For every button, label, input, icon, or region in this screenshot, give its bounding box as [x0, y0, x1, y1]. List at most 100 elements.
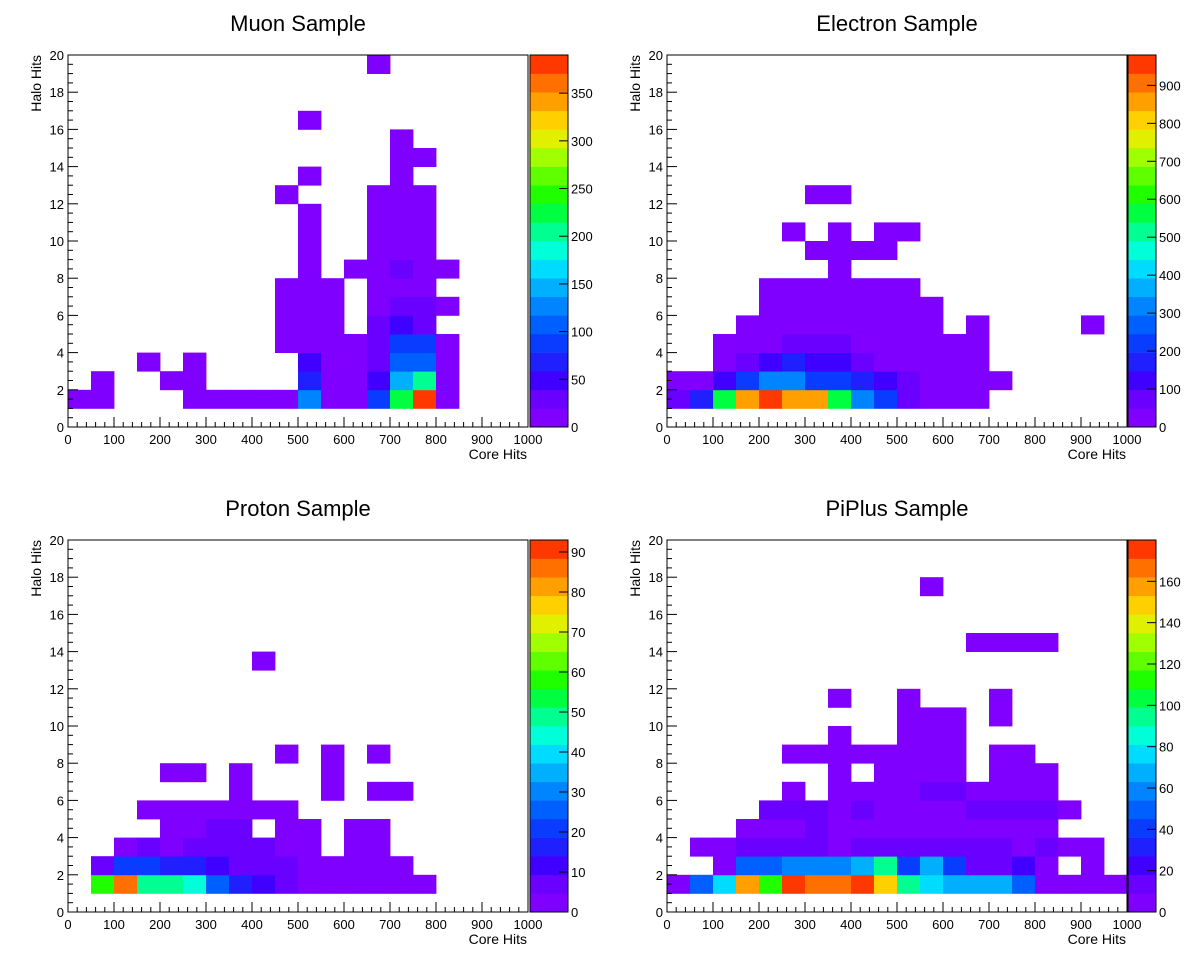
heatmap-cell: [1081, 837, 1105, 857]
heatmap-cell: [390, 389, 414, 409]
colorbar-segment: [1128, 614, 1156, 634]
y-tick-label: 10: [50, 234, 64, 249]
heatmap-cell: [828, 688, 852, 708]
colorbar-tick-label: 50: [571, 705, 585, 720]
heatmap-cell: [436, 334, 460, 353]
x-axis-label: Core Hits: [1068, 931, 1126, 947]
heatmap-cell: [137, 837, 161, 857]
heatmap-cell: [275, 315, 299, 335]
y-tick-label: 6: [57, 793, 64, 808]
heatmap-cell: [1035, 781, 1059, 801]
colorbar-segment: [1128, 259, 1156, 279]
heatmap-cell: [1104, 874, 1128, 894]
heatmap-cell: [91, 371, 115, 391]
colorbar-tick-label: 100: [571, 325, 593, 340]
heatmap-cell: [690, 389, 714, 409]
heatmap-cell: [851, 856, 875, 876]
colorbar-tick-label: 500: [1159, 230, 1181, 245]
heatmap-cell: [321, 874, 345, 894]
colorbar-tick-label: 20: [571, 825, 585, 840]
colorbar-segment: [530, 222, 568, 242]
heatmap-cell: [828, 856, 852, 876]
colorbar-segment: [1128, 744, 1156, 764]
heatmap-cell: [206, 800, 230, 820]
colorbar-segment: [1128, 129, 1156, 149]
heatmap-cell: [321, 352, 345, 372]
heatmap-cell: [851, 819, 875, 838]
heatmap-cell: [344, 352, 368, 372]
heatmap-cell: [160, 856, 184, 876]
heatmap-cell: [321, 296, 345, 316]
heatmap-cell: [828, 800, 852, 820]
colorbar-segment: [530, 800, 568, 820]
heatmap-cell: [989, 837, 1013, 857]
y-tick-label: 4: [656, 346, 663, 361]
colorbar-segment: [530, 688, 568, 708]
heatmap-cell: [828, 837, 852, 857]
heatmap-cell: [828, 315, 852, 335]
heatmap-cell: [298, 352, 322, 372]
x-tick-label: 500: [886, 432, 908, 447]
x-tick-label: 0: [663, 432, 670, 447]
heatmap-cell: [851, 800, 875, 820]
heatmap-cell: [367, 819, 391, 838]
colorbar-segment: [530, 241, 568, 260]
heatmap-cell: [805, 837, 829, 857]
heatmap-cell: [298, 166, 322, 186]
heatmap-cell: [851, 389, 875, 409]
colorbar-tick-label: 50: [571, 372, 585, 387]
colorbar-segment: [1128, 222, 1156, 242]
colorbar-segment: [1128, 334, 1156, 353]
colorbar-segment: [530, 837, 568, 857]
heatmap-cell: [851, 296, 875, 316]
colorbar-segment: [530, 296, 568, 316]
heatmap-cell: [989, 781, 1013, 801]
heatmap-cell: [298, 241, 322, 260]
x-tick-label: 200: [748, 917, 770, 932]
heatmap-cell: [851, 278, 875, 298]
colorbar-frame: [1127, 539, 1157, 913]
heatmap-cell: [943, 781, 967, 801]
x-tick-label: 300: [195, 917, 217, 932]
heatmap-cell: [874, 763, 898, 783]
heatmap-cell: [367, 837, 391, 857]
heatmap-cell: [390, 296, 414, 316]
colorbar-tick-label: 40: [1159, 822, 1173, 837]
colorbar-segment: [530, 781, 568, 801]
heatmap-cell: [920, 577, 944, 597]
heatmap-cell: [851, 744, 875, 764]
colorbar-segment: [530, 874, 568, 894]
colorbar-tick-label: 0: [571, 420, 578, 435]
heatmap-cell: [920, 763, 944, 783]
colorbar-segment: [1128, 352, 1156, 372]
heatmap-cell: [759, 315, 783, 335]
heatmap-cell: [897, 781, 921, 801]
heatmap-cell: [920, 334, 944, 353]
colorbar-tick-label: 60: [571, 665, 585, 680]
heatmap-cell: [298, 259, 322, 279]
colorbar-segment: [530, 726, 568, 745]
heatmap-cell: [413, 874, 437, 894]
heatmap-cell: [436, 389, 460, 409]
colorbar-tick-label: 600: [1159, 192, 1181, 207]
x-tick-label: 300: [794, 917, 816, 932]
x-tick-label: 500: [886, 917, 908, 932]
heatmap-cell: [275, 389, 299, 409]
heatmap-cell: [989, 874, 1013, 894]
heatmap-cell: [782, 800, 806, 820]
heatmap-cell: [1035, 800, 1059, 820]
heatmap-cell: [390, 352, 414, 372]
heatmap-cell: [759, 371, 783, 391]
colorbar-segment: [1128, 278, 1156, 298]
heatmap-cell: [966, 334, 990, 353]
heatmap-cell: [736, 819, 760, 838]
heatmap-cell: [321, 763, 345, 783]
colorbar-segment: [1128, 389, 1156, 409]
heatmap-cell: [436, 259, 460, 279]
colorbar-tick-label: 250: [571, 182, 593, 197]
heatmap-cell: [966, 819, 990, 838]
heatmap-cell: [367, 241, 391, 260]
y-tick-label: 6: [57, 308, 64, 323]
heatmap-cell: [367, 874, 391, 894]
heatmap-cell: [874, 837, 898, 857]
